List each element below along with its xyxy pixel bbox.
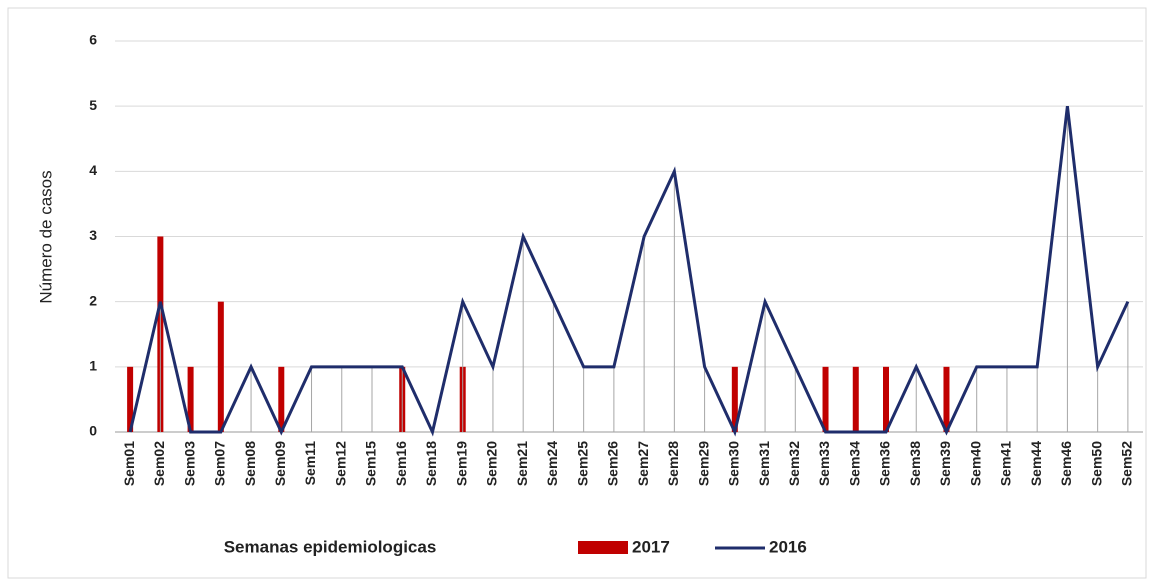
y-tick-label: 4 [89,162,97,178]
bar [127,366,134,432]
x-tick-label: Sem44 [1028,441,1044,486]
y-axis-title: Número de casos [36,170,55,303]
x-tick-label: Sem28 [665,441,681,486]
bar [187,366,194,432]
x-tick-label: Sem31 [756,441,772,486]
x-tick-label: Sem24 [544,441,560,486]
x-tick-label: Sem52 [1119,441,1135,486]
x-axis-title: Semanas epidemiologicas [224,537,437,556]
bar [883,366,889,432]
y-tick-label: 6 [89,32,97,48]
chart-frame [7,7,1147,579]
x-tick-label: Sem12 [332,441,348,486]
x-tick-label: Sem20 [484,441,500,486]
x-tick-label: Sem02 [151,441,167,486]
legend-label: 2016 [769,537,807,556]
y-tick-label: 3 [89,227,97,243]
y-tick-label: 2 [89,292,97,308]
x-tick-label: Sem41 [998,441,1014,486]
x-tick-label: Sem40 [967,441,983,486]
line-series [128,105,1130,437]
x-tick-label: Sem39 [937,441,953,486]
x-tick-label: Sem18 [423,441,439,486]
x-tick-label: Sem29 [695,441,711,486]
y-tick-label: 1 [89,358,97,374]
x-tick-label: Sem27 [635,441,651,486]
x-tick-label: Sem46 [1058,441,1074,486]
x-tick-label: Sem26 [605,441,621,486]
bar [852,366,859,432]
x-tick-label: Sem16 [393,441,409,486]
y-tick-label: 5 [89,97,97,113]
x-tick-label: Sem01 [121,441,137,486]
x-tick-label: Sem32 [786,441,802,486]
x-tick-label: Sem03 [181,441,197,486]
x-tick-label: Sem09 [272,441,288,486]
legend-label: 2017 [632,537,670,556]
bar [943,366,950,432]
y-tick-label: 0 [89,423,97,439]
bar [731,366,738,432]
x-tick-label: Sem36 [877,441,893,486]
x-tick-label: Sem50 [1088,441,1104,486]
x-tick-label: Sem08 [242,441,258,486]
legend-swatch [578,541,628,554]
x-tick-label: Sem19 [453,441,469,486]
bar [217,301,224,432]
bar [822,366,829,432]
x-tick-label: Sem11 [302,441,318,486]
x-tick-label: Sem15 [363,441,379,486]
x-tick-label: Sem21 [514,441,530,486]
x-tick-label: Sem34 [846,441,862,486]
x-tick-label: Sem07 [212,441,228,486]
x-tick-label: Sem38 [907,441,923,486]
x-tick-label: Sem25 [574,441,590,486]
x-tick-label: Sem33 [816,441,832,486]
x-tick-label: Sem30 [726,441,742,486]
bar [278,366,285,432]
